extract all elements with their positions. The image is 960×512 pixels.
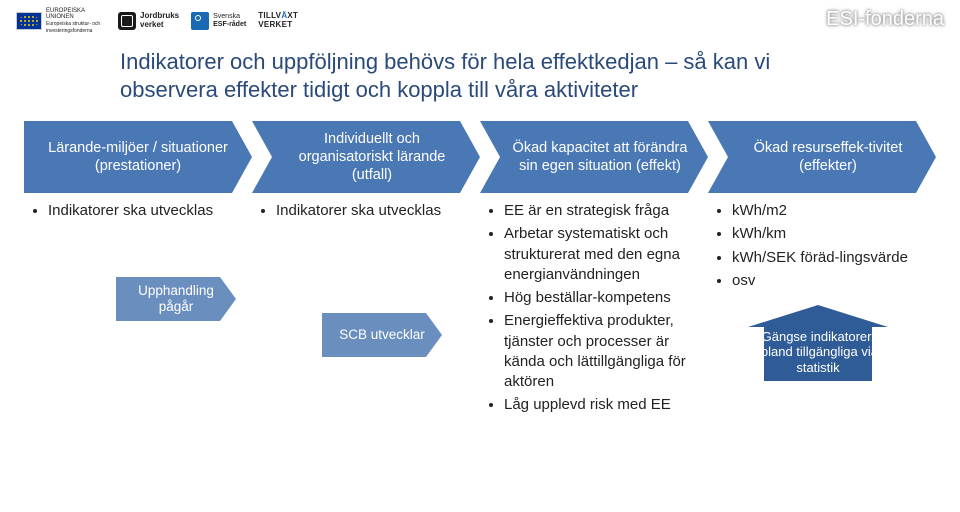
eu-logo: EUROPEISKAUNIONENEuropeiska struktur- oc… <box>16 8 106 34</box>
eu-logo-text: EUROPEISKAUNIONENEuropeiska struktur- oc… <box>46 8 106 34</box>
tag-scb: SCB utvecklar <box>322 313 442 357</box>
bullet: Hög beställar-kompetens <box>504 288 700 308</box>
bullet: osv <box>732 271 928 291</box>
col-1: Lärande-miljöer / situationer (prestatio… <box>24 121 252 419</box>
chevron-2: Individuellt och organisatoriskt lärande… <box>252 121 480 193</box>
jordbruks-icon <box>118 12 136 30</box>
header-bar: EUROPEISKAUNIONENEuropeiska struktur- oc… <box>0 0 960 42</box>
tillvaxt-text: TILLVÄXTVERKET <box>258 12 298 30</box>
col-3: Ökad kapacitet att förändra sin egen sit… <box>480 121 708 419</box>
bullet: Indikatorer ska utvecklas <box>48 201 244 221</box>
bullets-1: Indikatorer ska utvecklas <box>24 201 252 221</box>
bullet: kWh/m2 <box>732 201 928 221</box>
bullet: Arbetar systematiskt och strukturerat me… <box>504 224 700 285</box>
col-2: Individuellt och organisatoriskt lärande… <box>252 121 480 419</box>
chevron-1: Lärande-miljöer / situationer (prestatio… <box>24 121 252 193</box>
chevron-4: Ökad resurseffek-tivitet (effekter) <box>708 121 936 193</box>
bullets-3: EE är en strategisk fråga Arbetar system… <box>480 201 708 416</box>
jordbruks-logo: Jordbruksverket <box>118 12 179 30</box>
chevron-3: Ökad kapacitet att förändra sin egen sit… <box>480 121 708 193</box>
tag-gangse: Gängse indikatorer, ibland tillgängliga … <box>748 305 888 381</box>
bullet: Indikatorer ska utvecklas <box>276 201 472 221</box>
tag-upphandling: Upphandling pågår <box>116 277 236 321</box>
eu-flag-icon <box>16 12 42 30</box>
esf-logo: SvenskaESF-rådet <box>191 12 246 30</box>
bullet: EE är en strategisk fråga <box>504 201 700 221</box>
bullet: kWh/km <box>732 224 928 244</box>
jordbruks-text: Jordbruksverket <box>140 12 179 30</box>
col-4: Ökad resurseffek-tivitet (effekter) kWh/… <box>708 121 936 419</box>
tillvaxt-logo: TILLVÄXTVERKET <box>258 12 298 30</box>
bullets-2: Indikatorer ska utvecklas <box>252 201 480 221</box>
bullets-4: kWh/m2 kWh/km kWh/SEK föräd-lingsvärde o… <box>708 201 936 291</box>
esi-label: ESI-fonderna <box>826 8 944 31</box>
bullet: Energieffektiva produkter, tjänster och … <box>504 311 700 392</box>
chevron-row: Lärande-miljöer / situationer (prestatio… <box>0 121 960 419</box>
bullet: Låg upplevd risk med EE <box>504 395 700 415</box>
page-title: Indikatorer och uppföljning behövs för h… <box>120 48 840 103</box>
esf-text: SvenskaESF-rådet <box>213 13 246 28</box>
bullet: kWh/SEK föräd-lingsvärde <box>732 248 928 268</box>
logo-row: EUROPEISKAUNIONENEuropeiska struktur- oc… <box>16 8 298 34</box>
esf-icon <box>191 12 209 30</box>
